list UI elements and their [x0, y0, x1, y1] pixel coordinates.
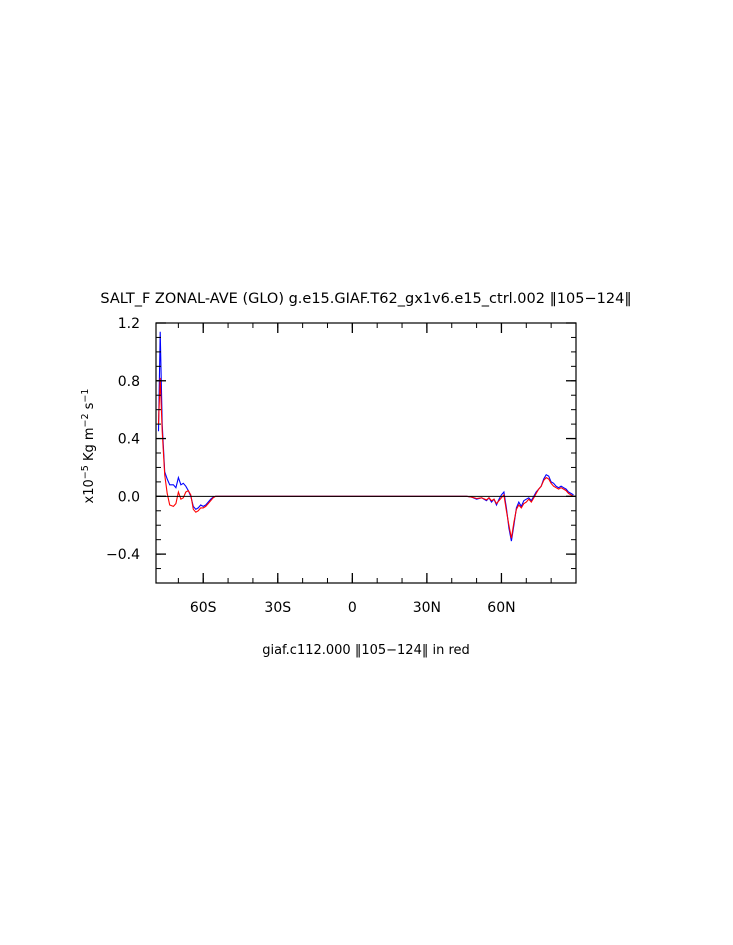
x-tick-label: 30S [264, 600, 291, 616]
series-line-2 [157, 377, 574, 539]
y-tick-label: 0.8 [118, 374, 140, 390]
x-tick-label: 60S [190, 600, 217, 616]
y-tick-label: 0.4 [118, 432, 140, 448]
chart-title: SALT_F ZONAL-AVE (GLO) g.e15.GIAF.T62_gx… [100, 291, 631, 307]
plot-frame [155, 322, 577, 584]
y-tick-label: 1.2 [118, 316, 140, 332]
x-axis-label: giaf.c112.000 ‖105−124‖ in red [262, 643, 470, 658]
y-tick-label: −0.4 [106, 547, 140, 563]
y-axis-label: x10−5 Kg m−2 s−1 [80, 389, 98, 504]
x-tick-label: 60N [487, 600, 515, 616]
series-layer [157, 331, 574, 542]
axes-layer: 60S 30S 0 30N 60N 1.2 0.8 0.4 0.0 −0.4 [106, 316, 577, 616]
series-line-1 [157, 331, 574, 542]
y-tick-label: 0.0 [118, 489, 140, 505]
x-tick-label: 30N [413, 600, 441, 616]
x-tick-label: 0 [348, 600, 357, 616]
